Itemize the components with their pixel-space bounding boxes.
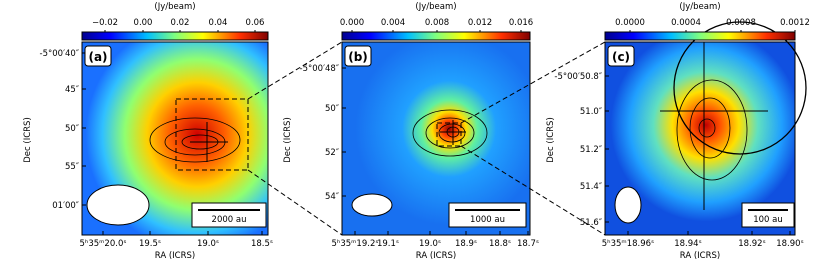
x-tick-label: 18.7ˢ	[517, 239, 539, 249]
x-tick-label: 18.5ˢ	[251, 239, 273, 249]
colorbar-tick-label: 0.04	[209, 18, 228, 28]
x-tick-label: 19.5ˢ	[139, 239, 161, 249]
label-box	[344, 45, 372, 67]
y-tick-label: 55″	[65, 162, 79, 172]
zoom-box	[175, 41, 606, 236]
colorbar-tick-label: 0.008	[425, 18, 449, 28]
colorbar-tick-label: 0.012	[468, 18, 492, 28]
scale-label: 100 au	[753, 215, 783, 225]
x-tick-label: 19.1ˢ	[377, 239, 399, 249]
x-tick-label: 5ʰ35ᵐ18.96ˢ	[602, 239, 654, 249]
y-tick-label: 01′00″	[52, 201, 79, 211]
colorbar-tick-label: 0.0008	[726, 18, 756, 28]
y-tick-label: 52″	[325, 148, 339, 158]
y-tick-label: -5°00′40″	[40, 49, 79, 59]
x-axis-label: RA (ICRS)	[155, 251, 195, 261]
x-tick-label: 18.90ˢ	[776, 239, 804, 249]
y-axis-label: Dec (ICRS)	[546, 117, 556, 163]
colorbar	[604, 31, 796, 41]
x-axis-label: RA (ICRS)	[416, 251, 456, 261]
colorbar-tick-label: 0.016	[509, 18, 533, 28]
colorbar-tick-label: 0.0000	[615, 18, 645, 28]
scale-box	[741, 202, 795, 228]
y-tick-label: 51.6″	[580, 218, 602, 228]
x-tick-label: 5ʰ35ᵐ19.2ˢ	[331, 239, 378, 249]
x-tick-label: 5ʰ35ᵐ20.0ˢ	[79, 239, 126, 249]
y-tick-label: 45″	[65, 85, 79, 95]
panel-label: (a)	[88, 50, 107, 64]
x-axis-label: RA (ICRS)	[680, 251, 720, 261]
colorbar-tick-label: 0.02	[171, 18, 190, 28]
colorbar-tick-label: 0.004	[381, 18, 405, 28]
x-tick-label: 19.0ˢ	[419, 239, 441, 249]
x-tick-label: 19.0ˢ	[197, 239, 219, 249]
scale-box	[191, 202, 267, 228]
scale-label: 2000 au	[212, 215, 247, 225]
colorbar-label: (Jy/beam)	[154, 2, 195, 12]
x-tick-label: 18.8ˢ	[489, 239, 511, 249]
scale-label: 1000 au	[470, 215, 505, 225]
y-axis-label: Dec (ICRS)	[283, 117, 293, 163]
colorbar	[81, 31, 269, 41]
y-tick-label: 50″	[65, 124, 79, 134]
scale-box	[448, 202, 527, 228]
colorbar-tick-label: 0.00	[134, 18, 153, 28]
y-tick-label: 51.4″	[580, 182, 602, 192]
x-tick-label: 18.92ˢ	[738, 239, 766, 249]
colorbar-tick-label: −0.02	[92, 18, 118, 28]
colorbar	[341, 31, 531, 41]
markers	[190, 42, 768, 210]
colorbar-tick-label: 0.06	[246, 18, 265, 28]
colorbar-tick-label: 0.0012	[780, 18, 810, 28]
x-tick-label: 18.9ˢ	[455, 239, 477, 249]
y-tick-label: 50″	[325, 104, 339, 114]
y-tick-label: -5°00′48″	[300, 64, 339, 74]
colorbar-tick-label: 0.000	[340, 18, 364, 28]
colorbar-tick-label: 0.0004	[671, 18, 701, 28]
y-tick-label: 51.0″	[580, 107, 602, 117]
contours	[149, 21, 807, 181]
beams	[86, 184, 642, 226]
colorbar-label: (Jy/beam)	[679, 2, 720, 12]
x-tick-label: 18.94ˢ	[674, 239, 702, 249]
panel-label: (c)	[612, 50, 630, 64]
y-tick-label: 54″	[325, 192, 339, 202]
y-tick-label: -5°00′50.8″	[554, 72, 602, 82]
colorbar-label: (Jy/beam)	[415, 2, 456, 12]
y-axis-label: Dec (ICRS)	[23, 117, 33, 163]
label-box	[607, 45, 635, 67]
label-box	[84, 45, 112, 67]
y-tick-label: 51.2″	[580, 145, 602, 155]
panel-label: (b)	[348, 50, 368, 64]
